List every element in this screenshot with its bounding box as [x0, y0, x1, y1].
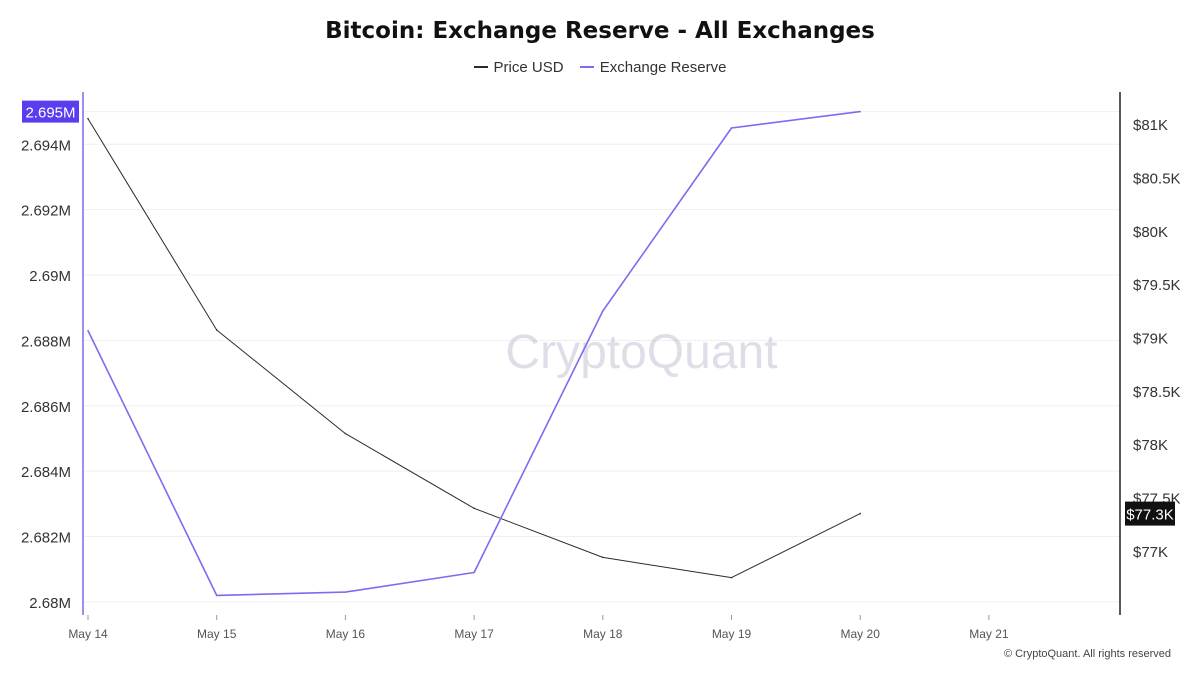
data-point-price: [87, 117, 89, 120]
y-left-tick-label: 2.69M: [29, 268, 71, 285]
y-right-tick-label: $80.5K: [1133, 170, 1181, 187]
y-left-tick-label: 2.682M: [21, 530, 71, 547]
x-tick-label: May 16: [326, 627, 366, 641]
data-point-price: [859, 512, 861, 515]
data-point-reserve: [473, 571, 475, 574]
data-point-price: [730, 576, 733, 579]
x-tick-label: May 17: [454, 627, 494, 641]
data-point-reserve: [859, 110, 861, 113]
x-tick-label: May 14: [68, 627, 108, 641]
data-point-reserve: [215, 594, 218, 597]
data-point-price: [473, 507, 475, 510]
y-left-tick-label: 2.694M: [21, 137, 71, 154]
x-tick-label: May 20: [841, 627, 881, 641]
y-right-current-label: $77.3K: [1126, 507, 1174, 524]
y-left-current-badge: [22, 100, 79, 123]
y-right-tick-label: $81K: [1133, 117, 1168, 134]
data-point-price: [602, 556, 604, 559]
y-right-tick-label: $78.5K: [1133, 384, 1181, 401]
y-right-tick-label: $78K: [1133, 437, 1168, 454]
data-point-price: [344, 432, 347, 435]
y-left-tick-label: 2.68M: [29, 595, 71, 612]
y-left-current-label: 2.695M: [25, 105, 75, 122]
legend-swatch-reserve: [579, 66, 594, 69]
data-point-reserve: [602, 310, 604, 312]
watermark-text: CryptoQuant: [505, 326, 777, 379]
x-tick-label: May 21: [969, 627, 1009, 641]
y-right-tick-label: $77K: [1133, 544, 1168, 561]
data-point-reserve: [730, 127, 733, 129]
y-right-tick-label: $79K: [1133, 330, 1168, 347]
data-point-reserve: [87, 329, 89, 332]
chart-title: Bitcoin: Exchange Reserve - All Exchange…: [325, 18, 875, 44]
copyright-text: © CryptoQuant. All rights reserved: [1003, 648, 1171, 660]
y-left-tick-label: 2.692M: [21, 203, 71, 220]
y-left-tick-label: 2.684M: [21, 464, 71, 481]
x-tick-label: May 15: [197, 627, 237, 641]
y-right-current-badge: [1125, 501, 1175, 526]
y-right-tick-label: $79.5K: [1133, 277, 1181, 294]
legend-swatch-price: [473, 66, 488, 69]
legend-item-price[interactable]: Price USD: [473, 59, 564, 76]
y-left-tick-label: 2.686M: [21, 399, 71, 416]
legend-item-reserve[interactable]: Exchange Reserve: [579, 59, 727, 76]
y-left-tick-label: 2.688M: [21, 333, 71, 350]
data-point-price: [215, 329, 218, 331]
x-tick-label: May 19: [712, 627, 752, 641]
data-point-reserve: [344, 591, 347, 593]
legend-label-price: Price USD: [493, 59, 564, 76]
x-tick-label: May 18: [583, 627, 623, 641]
chart-legend: Price USD Exchange Reserve: [0, 59, 1200, 76]
legend-label-reserve: Exchange Reserve: [599, 59, 727, 76]
y-right-tick-label: $80K: [1133, 224, 1168, 241]
